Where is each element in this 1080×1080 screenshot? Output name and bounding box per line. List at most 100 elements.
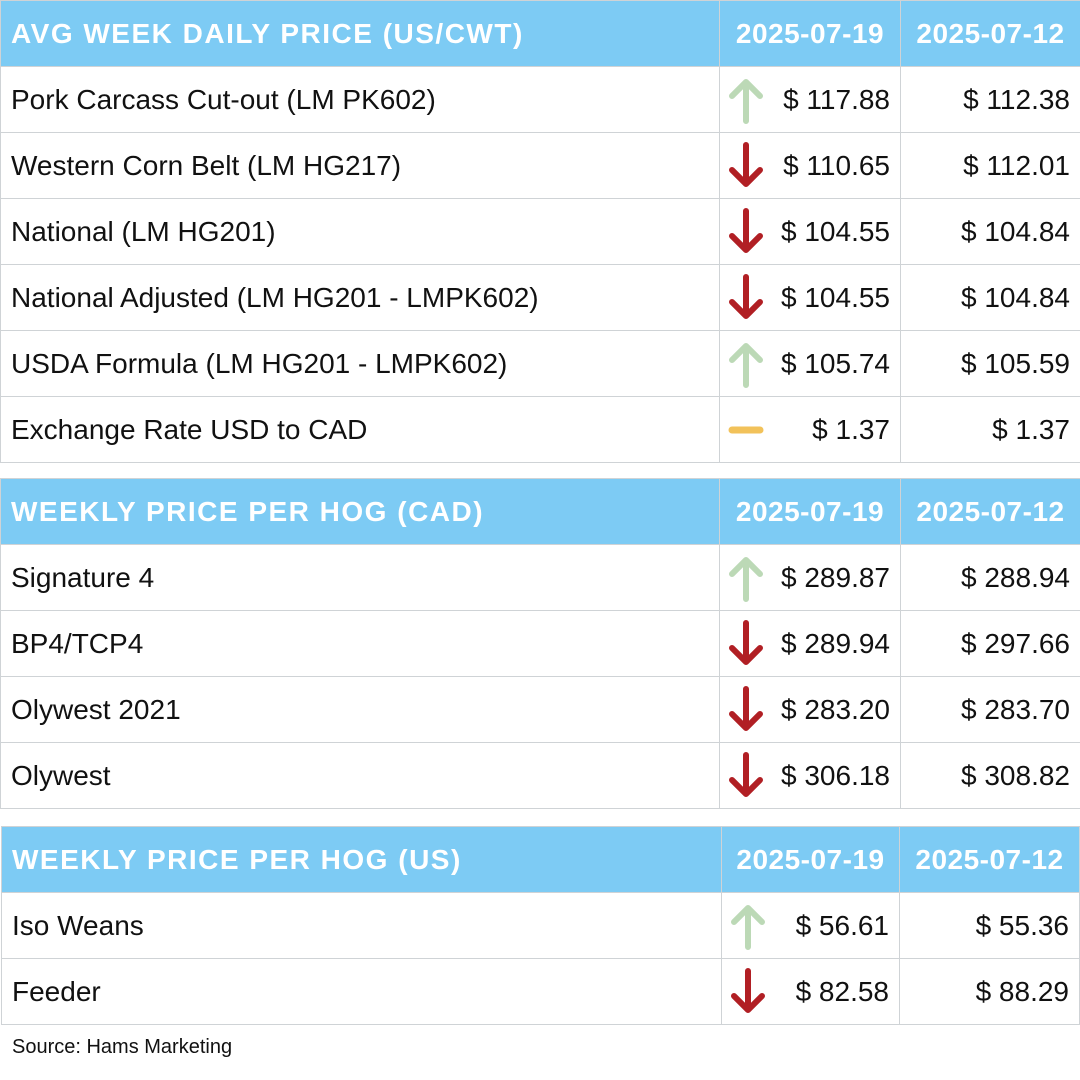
current-price-cell: $ 283.20: [719, 676, 901, 743]
section-title: AVG WEEK DAILY PRICE (US/CWT): [0, 0, 720, 67]
current-price: $ 56.61: [795, 909, 889, 941]
arrow-down-icon: [731, 968, 765, 1013]
current-price-cell: $ 289.87: [719, 544, 901, 611]
arrow-down-icon: [729, 274, 763, 319]
previous-price: $ 105.59: [900, 330, 1080, 397]
current-price-cell: $ 56.61: [721, 892, 900, 959]
weekly-price-per-hog-cad-table: WEEKLY PRICE PER HOG (CAD) 2025-07-19 20…: [0, 478, 1080, 809]
row-label: Olywest: [0, 742, 720, 809]
table-row: Exchange Rate USD to CAD $ 1.37 $ 1.37: [0, 396, 1080, 463]
trend-indicator: [728, 620, 764, 668]
current-price: $ 104.55: [781, 215, 890, 247]
trend-indicator: [728, 142, 764, 190]
arrow-down-icon: [729, 142, 763, 187]
arrow-up-icon: [729, 557, 763, 602]
previous-price: $ 104.84: [900, 264, 1080, 331]
arrow-down-icon: [729, 620, 763, 665]
current-price: $ 289.87: [781, 561, 890, 593]
date-previous-header: 2025-07-12: [900, 0, 1080, 67]
date-current-header: 2025-07-19: [721, 826, 900, 893]
arrow-down-icon: [729, 208, 763, 253]
current-price-cell: $ 289.94: [719, 610, 901, 677]
table-header-row: WEEKLY PRICE PER HOG (US) 2025-07-19 202…: [1, 826, 1080, 893]
table-row: National Adjusted (LM HG201 - LMPK602) $…: [0, 264, 1080, 331]
row-label: Signature 4: [0, 544, 720, 611]
weekly-price-per-hog-us-table: WEEKLY PRICE PER HOG (US) 2025-07-19 202…: [1, 826, 1080, 1025]
table-row: Signature 4 $ 289.87 $ 288.94: [0, 544, 1080, 611]
previous-price: $ 112.01: [900, 132, 1080, 199]
date-current-header: 2025-07-19: [719, 478, 901, 545]
row-label: USDA Formula (LM HG201 - LMPK602): [0, 330, 720, 397]
table-header-row: WEEKLY PRICE PER HOG (CAD) 2025-07-19 20…: [0, 478, 1080, 545]
previous-price: $ 308.82: [900, 742, 1080, 809]
dash-icon: [728, 426, 764, 434]
section-title: WEEKLY PRICE PER HOG (US): [1, 826, 722, 893]
row-label: Exchange Rate USD to CAD: [0, 396, 720, 463]
trend-indicator: [728, 554, 764, 602]
row-label: Western Corn Belt (LM HG217): [0, 132, 720, 199]
row-label: Olywest 2021: [0, 676, 720, 743]
current-price: $ 117.88: [783, 83, 890, 115]
trend-indicator: [728, 406, 764, 454]
trend-indicator: [730, 902, 766, 950]
date-previous-header: 2025-07-12: [900, 478, 1080, 545]
current-price-cell: $ 306.18: [719, 742, 901, 809]
table-row: Olywest $ 306.18 $ 308.82: [0, 742, 1080, 809]
table-row: National (LM HG201) $ 104.55 $ 104.84: [0, 198, 1080, 265]
trend-indicator: [730, 968, 766, 1016]
source-note: Source: Hams Marketing: [12, 1036, 233, 1058]
previous-price: $ 88.29: [899, 958, 1080, 1025]
previous-price: $ 288.94: [900, 544, 1080, 611]
current-price: $ 283.20: [781, 693, 890, 725]
trend-indicator: [728, 76, 764, 124]
avg-week-daily-price-table: AVG WEEK DAILY PRICE (US/CWT) 2025-07-19…: [0, 0, 1080, 463]
row-label: Iso Weans: [1, 892, 722, 959]
current-price: $ 110.65: [783, 149, 890, 181]
table-row: BP4/TCP4 $ 289.94 $ 297.66: [0, 610, 1080, 677]
row-label: Pork Carcass Cut-out (LM PK602): [0, 66, 720, 133]
previous-price: $ 112.38: [900, 66, 1080, 133]
row-label: National Adjusted (LM HG201 - LMPK602): [0, 264, 720, 331]
current-price-cell: $ 104.55: [719, 198, 901, 265]
previous-price: $ 283.70: [900, 676, 1080, 743]
trend-indicator: [728, 208, 764, 256]
table-row: Iso Weans $ 56.61 $ 55.36: [1, 892, 1080, 959]
previous-price: $ 104.84: [900, 198, 1080, 265]
current-price: $ 306.18: [781, 759, 890, 791]
current-price: $ 104.55: [781, 281, 890, 313]
arrow-up-icon: [731, 905, 765, 950]
current-price-cell: $ 110.65: [719, 132, 901, 199]
date-previous-header: 2025-07-12: [899, 826, 1080, 893]
arrow-down-icon: [729, 686, 763, 731]
date-current-header: 2025-07-19: [719, 0, 901, 67]
current-price: $ 289.94: [781, 627, 890, 659]
trend-indicator: [728, 752, 764, 800]
section-title: WEEKLY PRICE PER HOG (CAD): [0, 478, 720, 545]
current-price-cell: $ 1.37: [719, 396, 901, 463]
table-row: Olywest 2021 $ 283.20 $ 283.70: [0, 676, 1080, 743]
current-price-cell: $ 105.74: [719, 330, 901, 397]
row-label: National (LM HG201): [0, 198, 720, 265]
table-header-row: AVG WEEK DAILY PRICE (US/CWT) 2025-07-19…: [0, 0, 1080, 67]
table-row: Western Corn Belt (LM HG217) $ 110.65 $ …: [0, 132, 1080, 199]
current-price-cell: $ 117.88: [719, 66, 901, 133]
current-price: $ 105.74: [781, 347, 890, 379]
current-price: $ 82.58: [795, 975, 889, 1007]
table-row: Feeder $ 82.58 $ 88.29: [1, 958, 1080, 1025]
previous-price: $ 297.66: [900, 610, 1080, 677]
arrow-up-icon: [729, 79, 763, 124]
previous-price: $ 1.37: [900, 396, 1080, 463]
current-price-cell: $ 82.58: [721, 958, 900, 1025]
current-price-cell: $ 104.55: [719, 264, 901, 331]
row-label: BP4/TCP4: [0, 610, 720, 677]
arrow-up-icon: [729, 343, 763, 388]
trend-indicator: [728, 686, 764, 734]
table-row: USDA Formula (LM HG201 - LMPK602) $ 105.…: [0, 330, 1080, 397]
row-label: Feeder: [1, 958, 722, 1025]
current-price: $ 1.37: [812, 413, 890, 445]
arrow-down-icon: [729, 752, 763, 797]
trend-indicator: [728, 274, 764, 322]
trend-indicator: [728, 340, 764, 388]
previous-price: $ 55.36: [899, 892, 1080, 959]
table-row: Pork Carcass Cut-out (LM PK602) $ 117.88…: [0, 66, 1080, 133]
